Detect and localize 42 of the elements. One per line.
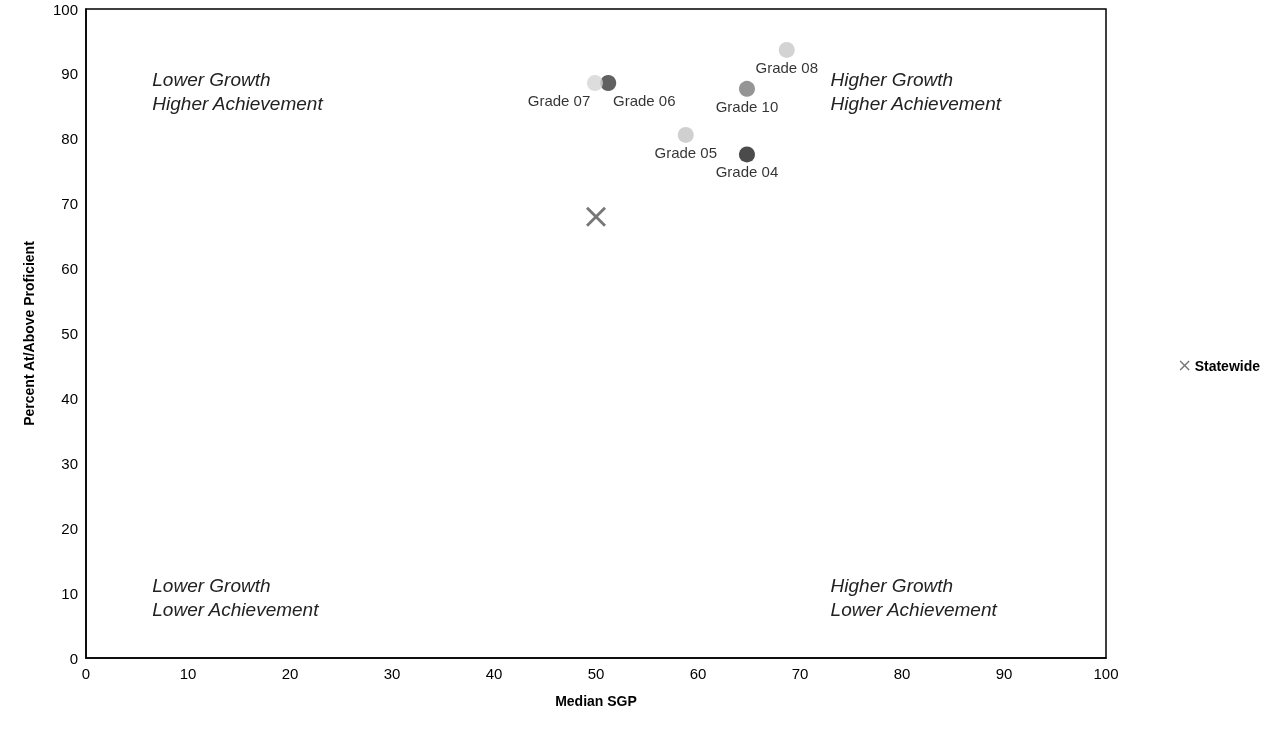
y-tick-label: 100 (52, 0, 78, 18)
series-label: Grade 07 (527, 91, 591, 109)
legend-label: Statewide (1194, 357, 1261, 374)
series-label: Grade 06 (612, 91, 676, 109)
y-tick-label: 80 (61, 130, 78, 148)
x-axis-title: Median SGP (555, 693, 637, 709)
x-tick-label: 40 (485, 665, 503, 682)
x-tick-label: 20 (281, 665, 299, 682)
y-tick-label: 60 (61, 260, 78, 278)
point (586, 206, 606, 227)
point (677, 126, 694, 143)
x-tick-label: 60 (689, 665, 707, 682)
y-axis-title: Percent At/Above Proficient (21, 240, 37, 426)
annotation: Higher Growth Lower Achievement (830, 575, 998, 621)
x-tick-label: 80 (893, 665, 911, 682)
x-tick-label: 100 (1093, 665, 1119, 682)
point (738, 80, 755, 97)
x-tick-label: 30 (383, 665, 401, 682)
annotation: Lower Growth Lower Achievement (152, 575, 320, 621)
y-tick-label: 30 (61, 454, 78, 472)
point (587, 74, 603, 91)
y-tick-label: 20 (61, 519, 78, 537)
y-tick-label: 70 (61, 195, 78, 213)
series-label: Grade 08 (755, 58, 819, 76)
point (738, 146, 755, 163)
x-tick-label: 10 (179, 665, 197, 682)
annotation: Higher Growth Higher Achievement (830, 68, 1002, 114)
x-tick-label: 70 (791, 665, 809, 682)
series-label: Grade 04 (715, 163, 779, 181)
x-tick-label: 90 (995, 665, 1013, 682)
y-tick-label: 50 (61, 325, 78, 342)
y-tick-label: 10 (61, 584, 78, 602)
y-tick-label: 40 (61, 389, 78, 407)
x-tick-label: 0 (81, 665, 91, 682)
series-label: Grade 05 (654, 143, 718, 161)
point (778, 41, 795, 58)
y-tick-label: 0 (69, 649, 78, 667)
point (600, 74, 617, 91)
series-label: Grade 10 (715, 97, 779, 115)
x-tick-label: 50 (587, 665, 605, 682)
y-tick-label: 90 (61, 65, 78, 83)
annotation: Lower Growth Higher Achievement (152, 68, 324, 114)
